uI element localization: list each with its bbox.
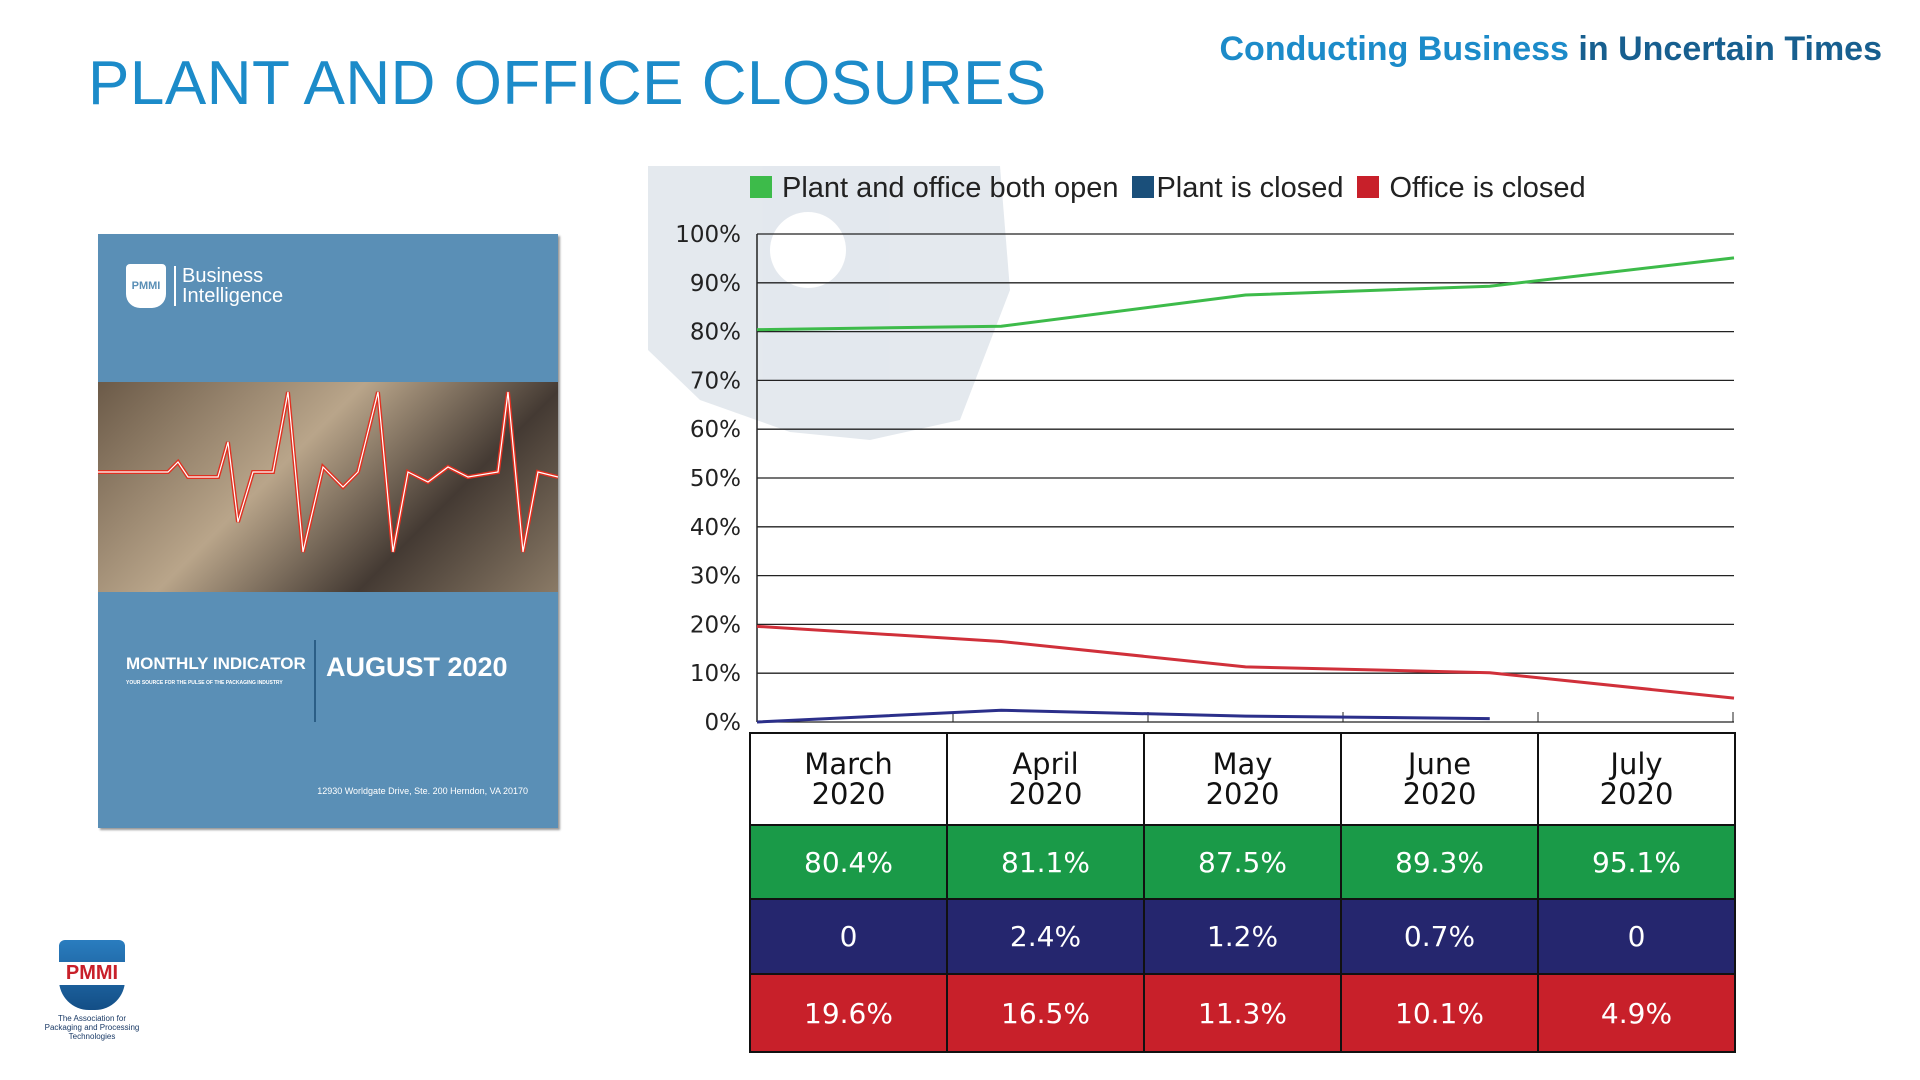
- table-cell: 0: [749, 898, 948, 975]
- legend-swatch: [1357, 176, 1380, 198]
- pmmi-shield-icon: PMMI: [126, 264, 166, 308]
- table-cell: 11.3%: [1143, 973, 1342, 1053]
- heartbeat-icon: [98, 391, 558, 553]
- legend-swatch: [1132, 176, 1155, 198]
- legend-item-office-closed: Office is closed: [1357, 172, 1586, 205]
- series-line-2: [756, 624, 1735, 700]
- y-tick-label: 10%: [690, 661, 741, 687]
- data-table: March 2020 April 2020 May 2020 June 2020 July 202…: [749, 732, 1736, 1053]
- table-cell: 95.1%: [1537, 824, 1736, 900]
- table-cell: 19.6%: [749, 973, 948, 1053]
- cover-issue: AUGUST 2020: [326, 652, 508, 682]
- y-tick-label: 30%: [690, 564, 741, 590]
- chart-legend: Plant and office both open Plant is clos…: [750, 172, 1586, 205]
- brand-line1: Business: [182, 265, 264, 287]
- table-header-cell: March 2020: [749, 732, 948, 826]
- logo-text: PMMI: [59, 962, 125, 985]
- y-tick-label: 40%: [690, 515, 741, 541]
- header-line: 2020: [1402, 777, 1477, 811]
- header-line: 2020: [1599, 777, 1674, 811]
- table-cell: 2.4%: [946, 898, 1145, 975]
- table-header-cell: June 2020: [1340, 732, 1539, 826]
- cover-divider: [314, 640, 316, 722]
- legend-swatch: [750, 176, 772, 198]
- table-cell: 1.2%: [1143, 898, 1342, 975]
- cover-brand: PMMI Business Intelligence: [126, 264, 283, 308]
- cover-tagline: YOUR SOURCE FOR THE PULSE OF THE PACKAGI…: [126, 680, 283, 686]
- page-title: PLANT AND OFFICE CLOSURES: [88, 49, 1047, 118]
- table-header-cell: May 2020: [1143, 732, 1342, 826]
- cover-address: 12930 Worldgate Drive, Ste. 200 Herndon,…: [317, 786, 528, 796]
- table-cell: 87.5%: [1143, 824, 1342, 900]
- cover-photo: [98, 382, 558, 592]
- header-line: 2020: [811, 777, 886, 811]
- header-line: May: [1212, 747, 1273, 781]
- header-line: March: [804, 747, 893, 781]
- table-header-cell: April 2020: [946, 732, 1145, 826]
- y-tick-label: 100%: [675, 222, 741, 248]
- y-tick-label: 60%: [690, 417, 741, 443]
- y-tick-label: 20%: [690, 612, 741, 638]
- table-cell: 0: [1537, 898, 1736, 975]
- table-cell: 89.3%: [1340, 824, 1539, 900]
- table-cell: 80.4%: [749, 824, 948, 900]
- table-cell: 81.1%: [946, 824, 1145, 900]
- cover-label: MONTHLY INDICATOR: [126, 654, 306, 673]
- report-cover: PMMI Business Intelligence MONTHLY INDICA…: [98, 234, 558, 828]
- series-line-1: [756, 708, 1490, 724]
- y-tick-label: 70%: [690, 368, 741, 394]
- y-tick-label: 90%: [690, 271, 741, 297]
- subtitle-part1: Conducting Business: [1219, 30, 1569, 68]
- pmmi-logo: PMMI The Association for Packaging and P…: [42, 940, 142, 1041]
- pmmi-shield-icon: PMMI: [59, 940, 125, 1010]
- subtitle-part2: in Uncertain Times: [1578, 30, 1882, 68]
- brand-line2: Intelligence: [182, 285, 284, 307]
- legend-item-plant-closed: Plant is closed: [1132, 172, 1343, 205]
- table-cell: 10.1%: [1340, 973, 1539, 1053]
- y-tick-label: 50%: [690, 466, 741, 492]
- header-line: July: [1610, 747, 1663, 781]
- table-cell: 16.5%: [946, 973, 1145, 1053]
- legend-item-open: Plant and office both open: [750, 172, 1118, 205]
- table-cell: 0.7%: [1340, 898, 1539, 975]
- table-cell: 4.9%: [1537, 973, 1736, 1053]
- header-line: June: [1407, 747, 1472, 781]
- header-line: 2020: [1008, 777, 1083, 811]
- subtitle: Conducting Business in Uncertain Times: [1220, 30, 1883, 69]
- y-tick-label: 80%: [690, 320, 741, 346]
- table-header-cell: July 2020: [1537, 732, 1736, 826]
- header-line: April: [1012, 747, 1079, 781]
- logo-tagline: The Association for Packaging and Proces…: [44, 1014, 140, 1041]
- gear-watermark-icon: [648, 166, 1010, 440]
- y-tick-label: 0%: [705, 710, 742, 736]
- header-line: 2020: [1205, 777, 1280, 811]
